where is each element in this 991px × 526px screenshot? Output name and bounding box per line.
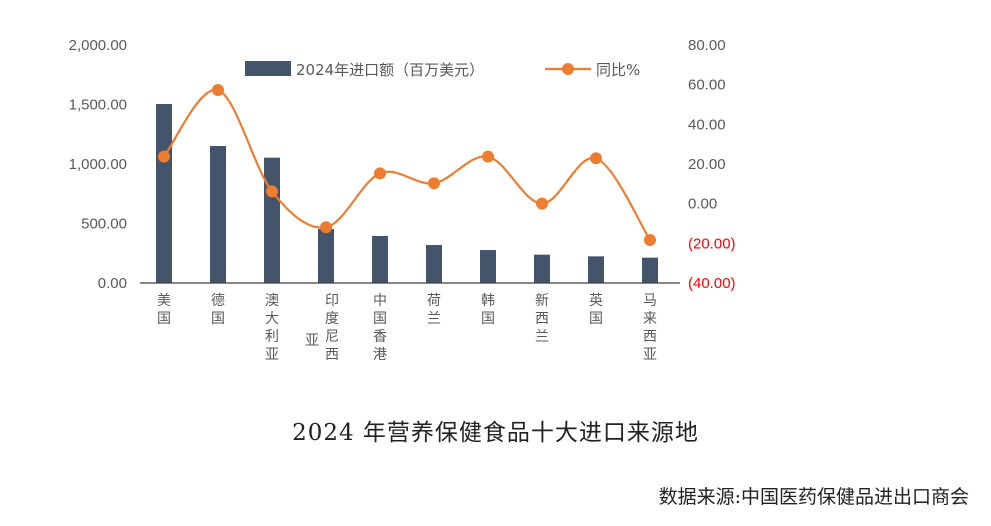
right-tick-label: 20.00 xyxy=(688,156,726,173)
line-point xyxy=(266,185,278,198)
line-point xyxy=(428,177,440,190)
left-tick-label: 0.00 xyxy=(98,275,127,292)
left-tick-label: 1,500.00 xyxy=(69,97,127,114)
bar xyxy=(318,228,334,283)
bar xyxy=(264,157,280,283)
legend-line-label: 同比% xyxy=(596,61,640,79)
right-tick-label: (20.00) xyxy=(688,235,736,252)
line-point xyxy=(158,150,170,163)
line-point xyxy=(644,233,656,246)
chart: 0.00 500.00 1,000.00 1,500.00 2,000.00 (40.00… xyxy=(69,37,736,363)
legend-line-marker xyxy=(562,63,574,75)
bar xyxy=(588,256,604,283)
right-tick-label: 80.00 xyxy=(688,37,726,54)
legend-bar-label: 2024年进口额（百万美元） xyxy=(296,61,484,79)
bar xyxy=(642,257,658,283)
category-label: 印度尼西 xyxy=(325,293,339,363)
category-label: 新西兰 xyxy=(535,293,549,345)
bar xyxy=(372,235,388,283)
series-line xyxy=(163,88,651,241)
line-point xyxy=(212,84,224,97)
bar xyxy=(534,254,550,283)
line-point xyxy=(590,152,602,165)
bar xyxy=(480,250,496,283)
bar xyxy=(210,146,226,283)
right-tick-label: (40.00) xyxy=(688,275,736,292)
line-point xyxy=(536,197,548,210)
category-label: 韩国 xyxy=(481,293,495,327)
category-label: 澳大利亚 xyxy=(265,293,279,363)
right-tick-label: 40.00 xyxy=(688,116,726,133)
category-label: 亚 xyxy=(305,333,319,349)
left-tick-label: 500.00 xyxy=(81,216,127,233)
right-tick-label: 60.00 xyxy=(688,77,726,94)
right-tick-label: 0.00 xyxy=(688,196,717,213)
line-point xyxy=(320,221,332,234)
category-label: 马来西亚 xyxy=(643,293,657,363)
bar xyxy=(156,104,172,283)
category-label: 中国香港 xyxy=(373,293,387,363)
category-label: 英国 xyxy=(589,292,603,327)
line-point xyxy=(482,150,494,163)
line-point xyxy=(374,167,386,180)
bar xyxy=(426,245,442,283)
left-tick-label: 2,000.00 xyxy=(69,37,127,54)
category-label: 德国 xyxy=(211,293,225,327)
left-tick-label: 1,000.00 xyxy=(69,156,127,173)
data-source: 数据来源:中国医药保健品进出口商会 xyxy=(658,486,969,508)
category-label: 美国 xyxy=(157,293,171,327)
legend-bar-swatch xyxy=(245,61,291,76)
chart-title: 2024 年营养保健食品十大进口来源地 xyxy=(292,420,699,446)
category-label: 荷兰 xyxy=(427,293,441,327)
